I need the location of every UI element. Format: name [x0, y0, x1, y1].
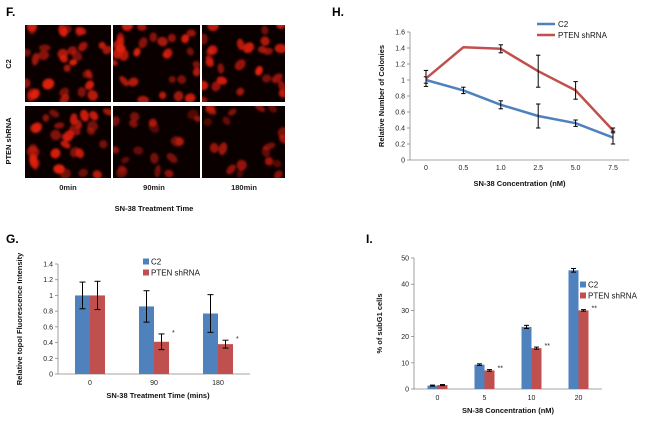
panel-i-label: I.	[366, 232, 373, 246]
y-tick-label: 0.4	[395, 126, 405, 133]
x-tick-label: 180	[212, 380, 224, 387]
series-line-c2	[426, 80, 613, 138]
legend-swatch-pten-shrna	[580, 293, 586, 299]
bar-c2	[522, 327, 532, 389]
y-axis-title: Relative topoI Fluorescence Intensity	[15, 252, 24, 385]
micrograph-r1c1	[20, 20, 113, 107]
x-tick-label: 20	[575, 395, 583, 402]
micrograph-r1c3	[196, 21, 287, 105]
y-tick-label: 1.2	[395, 62, 405, 69]
micrograph-r2c3	[202, 101, 291, 181]
bar-pten-shrna	[485, 370, 495, 389]
y-axis-title: % of subG1 cells	[375, 293, 384, 353]
legend-swatch-c2	[580, 282, 586, 288]
significance-marker: **	[498, 366, 504, 373]
y-tick-label: 1.4	[43, 262, 53, 269]
x-tick-label: 0	[424, 165, 428, 172]
panel-f-xlabel: SN-38 Treatment Time	[115, 204, 194, 213]
significance-marker: **	[592, 306, 598, 313]
y-tick-label: 1.2	[43, 277, 53, 284]
micrograph-r2c2	[109, 106, 202, 180]
bar-c2	[475, 365, 485, 389]
micrograph-r2c1	[25, 106, 115, 181]
micrograph-r1c2	[107, 17, 201, 106]
y-tick-label: 1	[49, 293, 53, 300]
significance-marker: *	[236, 336, 239, 343]
row-label-c2: C2	[4, 59, 13, 69]
y-tick-label: 1	[401, 78, 405, 85]
legend-label: C2	[151, 258, 162, 267]
y-tick-label: 1.6	[395, 30, 405, 37]
y-tick-label: 0.8	[43, 309, 53, 316]
y-tick-label: 0.6	[43, 324, 53, 331]
legend-label: PTEN shRNA	[558, 31, 608, 40]
x-tick-label: 0	[88, 380, 92, 387]
bar-c2	[569, 270, 579, 389]
x-tick-label: 1.0	[496, 165, 506, 172]
x-tick-label: 7.5	[608, 165, 618, 172]
significance-marker: **	[545, 343, 551, 350]
panel-h-label: H.	[332, 5, 344, 19]
legend-label: PTEN shRNA	[588, 292, 638, 301]
y-tick-label: 10	[401, 360, 409, 367]
x-tick-label: 0	[436, 395, 440, 402]
legend-label: C2	[558, 20, 569, 29]
legend-swatch-pten-shrna	[143, 270, 149, 276]
panel-g-label: G.	[6, 232, 19, 246]
column-label-0min: 0min	[59, 183, 77, 192]
bar-pten-shrna	[218, 344, 233, 374]
x-axis-title: SN-38 Treatment Time (mins)	[106, 391, 210, 400]
y-tick-label: 1.4	[395, 46, 405, 53]
bar-pten-shrna	[579, 310, 589, 389]
x-tick-label: 5.0	[571, 165, 581, 172]
legend-label: C2	[588, 281, 599, 290]
y-tick-label: 20	[401, 334, 409, 341]
chart-g: 0 0.2 0.4 0.6 0.8 1 1.2 1.4 0 90 180 * * SN-38 Treatm…	[15, 252, 250, 400]
significance-marker: *	[172, 330, 175, 337]
column-label-90min: 90min	[143, 183, 165, 192]
y-tick-label: 0.2	[43, 356, 53, 363]
chart-h: 0 0.2 0.4 0.6 0.8 1 1.2 1.4 1.6 0 0.5 1.0 2.5 5.0 7.5 S…	[377, 20, 629, 188]
chart-i: 0 10 20 30 40 50 0 5 10 20 ** ** ** SN-38 Concentrati…	[375, 256, 638, 416]
bar-pten-shrna	[532, 348, 542, 389]
x-tick-label: 10	[528, 395, 536, 402]
y-tick-label: 0.6	[395, 110, 405, 117]
y-tick-label: 0	[405, 387, 409, 394]
y-tick-label: 0.8	[395, 94, 405, 101]
row-label-pten-shrna: PTEN shRNA	[4, 117, 13, 165]
y-tick-label: 0	[401, 158, 405, 165]
x-tick-label: 5	[483, 395, 487, 402]
x-tick-label: 0.5	[459, 165, 469, 172]
microscopy-grid	[20, 17, 291, 181]
y-axis-title: Relative Number of Colonies	[377, 45, 386, 147]
y-tick-label: 0	[49, 372, 53, 379]
x-tick-label: 90	[150, 380, 158, 387]
panel-f-label: F.	[6, 5, 15, 19]
x-tick-label: 2.5	[533, 165, 543, 172]
nucleus	[39, 45, 51, 52]
y-tick-label: 50	[401, 256, 409, 263]
y-tick-label: 0.4	[43, 340, 53, 347]
x-axis-title: SN-38 Concentration (nM)	[462, 406, 555, 415]
legend-swatch-c2	[143, 259, 149, 265]
column-label-180min: 180min	[231, 183, 257, 192]
y-tick-label: 30	[401, 308, 409, 315]
legend-label: PTEN shRNA	[151, 269, 201, 278]
y-tick-label: 40	[401, 282, 409, 289]
x-axis-title: SN-38 Concentration (nM)	[473, 179, 566, 188]
y-tick-label: 0.2	[395, 142, 405, 149]
